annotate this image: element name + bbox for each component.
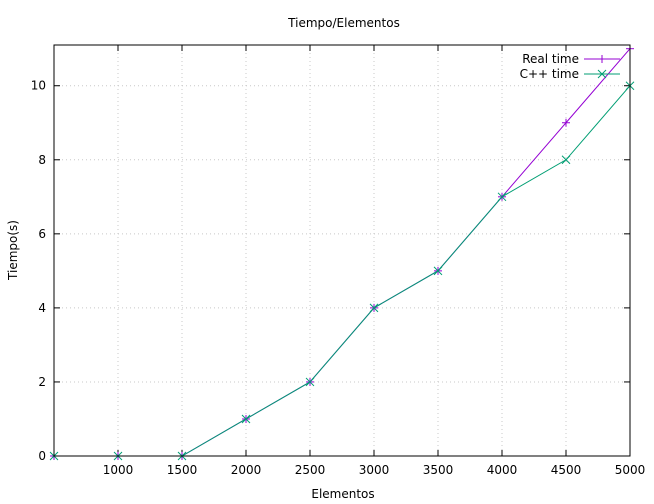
legend-marker [598,55,606,63]
plot-frame [53,44,631,457]
y-tick-label: 6 [38,227,46,241]
data-point [305,377,315,387]
legend-marker [597,69,607,79]
x-tick-label: 1000 [103,463,134,477]
data-point [497,192,507,202]
x-tick-label: 4500 [551,463,582,477]
chart-title: Tiempo/Elementos [287,16,400,30]
x-tick-label: 1500 [167,463,198,477]
grid-lines [54,45,630,456]
y-tick-label: 8 [38,153,46,167]
y-tick-label: 10 [31,79,46,93]
series-0 [50,44,634,460]
x-tick-label: 2000 [231,463,262,477]
y-axis-label: Tiempo(s) [6,220,20,281]
x-tick-label: 4000 [487,463,518,477]
data-point [433,266,443,276]
series-line [54,85,631,457]
legend-label: Real time [522,52,579,66]
axis-ticks: 1000 1500 2000 2500 3000 3500 4000 4500 5000 0 2 4 6… [31,45,646,477]
data-point [561,155,571,165]
x-tick-label: 3000 [359,463,390,477]
data-series [49,44,635,461]
series-1 [49,81,635,461]
y-tick-label: 2 [38,375,46,389]
data-point [562,118,570,127]
x-tick-label: 3500 [423,463,454,477]
x-tick-label: 2500 [295,463,326,477]
series-line [54,48,631,457]
y-tick-label: 0 [38,449,46,463]
x-axis-label: Elementos [311,487,374,501]
legend-label: C++ time [520,67,579,81]
data-point [369,303,379,313]
y-tick-label: 4 [38,301,46,315]
data-point [241,414,251,424]
x-tick-label: 5000 [615,463,646,477]
